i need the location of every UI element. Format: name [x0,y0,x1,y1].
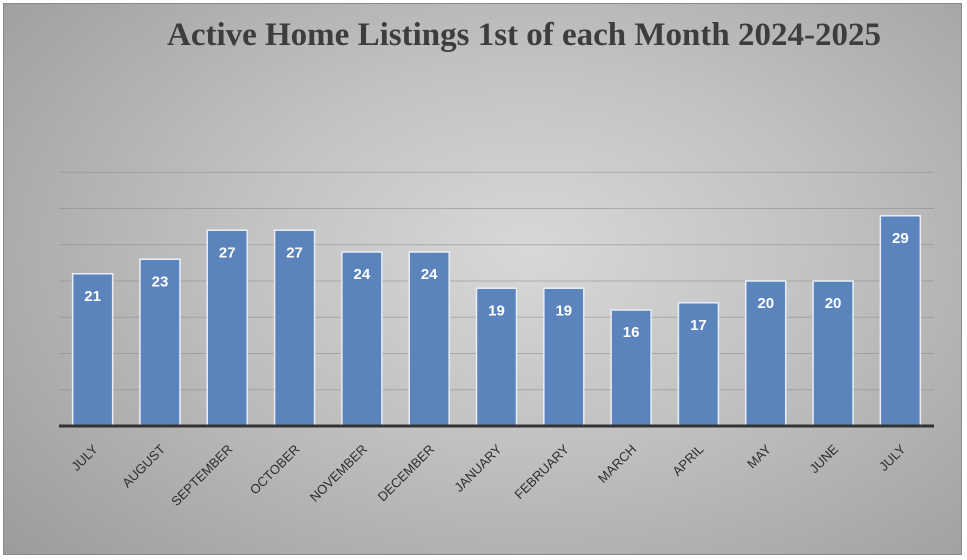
data-label: 24 [354,266,371,283]
bar [677,302,720,427]
x-tick-label: SEPTEMBER [168,442,235,509]
data-label: 17 [690,317,707,334]
bar [812,280,854,427]
x-tick-label: DECEMBER [375,442,438,505]
x-tick-label: MARCH [595,442,639,486]
data-labels: 21 23 27 27 24 24 19 19 16 17 20 20 29 [84,230,908,341]
data-label: 19 [555,302,572,319]
x-tick-label: JULY [68,441,101,474]
data-label: 27 [286,244,303,261]
bar [475,287,518,427]
x-tick-label: FEBRUARY [511,441,572,502]
x-tick-label: NOVEMBER [307,442,370,505]
bar [341,251,383,427]
data-label: 20 [757,295,774,312]
bar [71,273,114,427]
data-label: 27 [219,244,236,261]
bar [273,229,316,427]
data-label: 23 [152,273,169,290]
data-label: 21 [84,288,101,305]
bar [139,258,181,427]
data-label: 19 [488,302,505,319]
bar [610,309,652,427]
x-tick-label: JANUARY [451,441,505,495]
data-label: 20 [825,295,842,312]
data-label: 24 [421,266,438,283]
chart-title: Active Home Listings 1st of each Month 2… [166,17,881,53]
bars [71,215,922,427]
x-tick-label: JULY [876,441,909,474]
x-tick-labels: JULY AUGUST SEPTEMBER OCTOBER NOVEMBER DECEMB… [68,441,908,509]
bar-chart: 21 23 27 27 24 24 19 19 16 17 20 20 29 JULY AUGUST SEP… [59,171,934,509]
x-tick-label: APRIL [669,442,706,479]
x-tick-label: OCTOBER [247,442,303,498]
x-tick-label: MAY [744,441,774,471]
data-label: 16 [623,324,640,341]
data-label: 29 [892,230,909,247]
bar [879,215,922,427]
x-tick-label: JUNE [807,441,842,476]
bar [408,251,450,427]
x-tick-label: AUGUST [119,441,168,490]
chart-area: Active Home Listings 1st of each Month 2… [3,3,962,555]
